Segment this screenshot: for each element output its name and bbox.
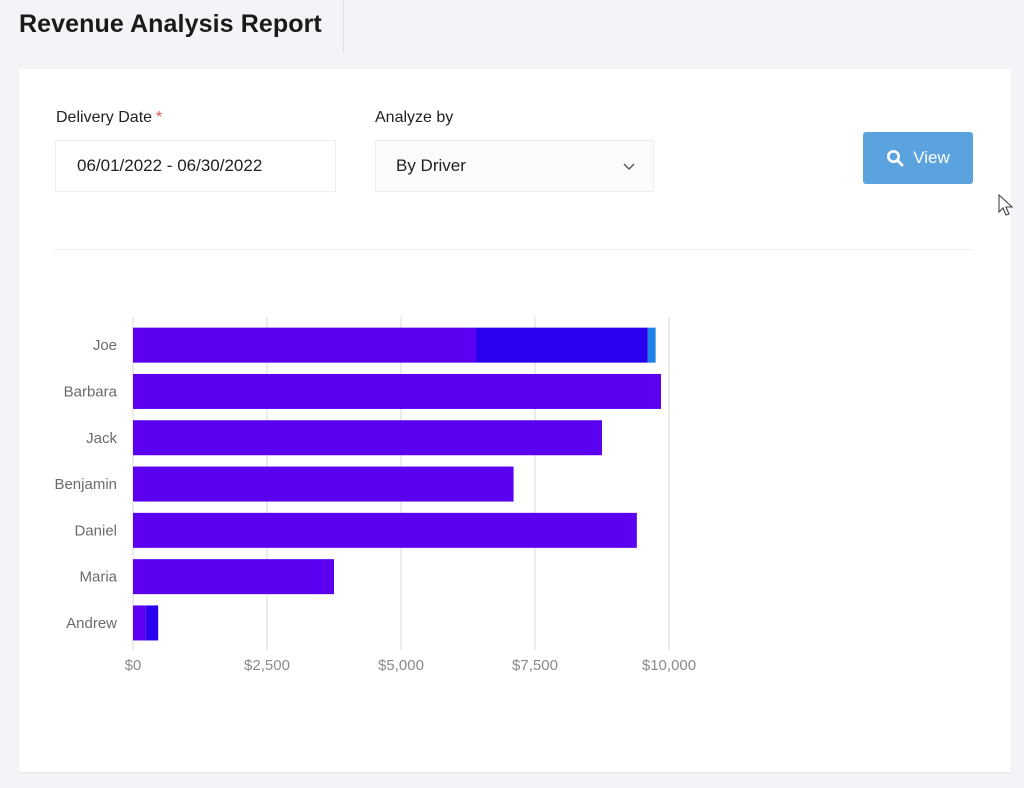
delivery-date-value: 06/01/2022 - 06/30/2022	[77, 156, 263, 175]
bar-segment	[133, 512, 637, 548]
mouse-cursor-icon	[998, 194, 1014, 216]
section-divider	[55, 249, 973, 250]
x-tick-label: $0	[125, 657, 142, 674]
bar-segment	[133, 373, 661, 409]
x-tick-label: $5,000	[378, 657, 424, 674]
bar-segment	[133, 559, 334, 595]
top-bar: Revenue Analysis Report	[0, 0, 1024, 52]
category-label: Daniel	[74, 522, 117, 539]
chevron-down-icon	[623, 163, 635, 170]
page-title: Revenue Analysis Report	[19, 10, 322, 38]
x-tick-label: $10,000	[642, 657, 696, 674]
view-button[interactable]: View	[863, 132, 973, 184]
analyze-by-select[interactable]: By Driver	[375, 140, 654, 192]
category-label: Barbara	[64, 383, 118, 400]
title-divider	[343, 0, 344, 52]
category-label: Maria	[79, 569, 117, 586]
report-card: Delivery Date * 06/01/2022 - 06/30/2022 A…	[19, 69, 1011, 772]
category-label: Benjamin	[54, 476, 117, 493]
category-label: Joe	[93, 337, 117, 354]
bar-segment	[133, 420, 602, 456]
category-label: Andrew	[66, 615, 117, 632]
delivery-date-label: Delivery Date	[56, 109, 153, 126]
revenue-bar-chart: Joe Barbara Jack Benjamin Daniel Maria Andrew $…	[54, 317, 696, 674]
search-icon	[887, 150, 904, 167]
bar-segment	[647, 327, 656, 363]
category-label: Jack	[86, 430, 117, 447]
delivery-date-field[interactable]: 06/01/2022 - 06/30/2022	[55, 140, 336, 192]
bar-segment	[133, 327, 477, 363]
view-button-label: View	[913, 148, 950, 167]
bar-segment	[133, 466, 514, 502]
analyze-by-value: By Driver	[396, 156, 466, 175]
x-tick-label: $7,500	[512, 657, 558, 674]
bar-segment	[476, 327, 648, 363]
x-tick-label: $2,500	[244, 657, 290, 674]
required-marker: *	[156, 109, 163, 126]
delivery-date-label-group: Delivery Date *	[56, 109, 162, 127]
bar-segment	[145, 605, 159, 641]
bar-segment	[133, 605, 146, 641]
analyze-by-label: Analyze by	[375, 109, 454, 126]
